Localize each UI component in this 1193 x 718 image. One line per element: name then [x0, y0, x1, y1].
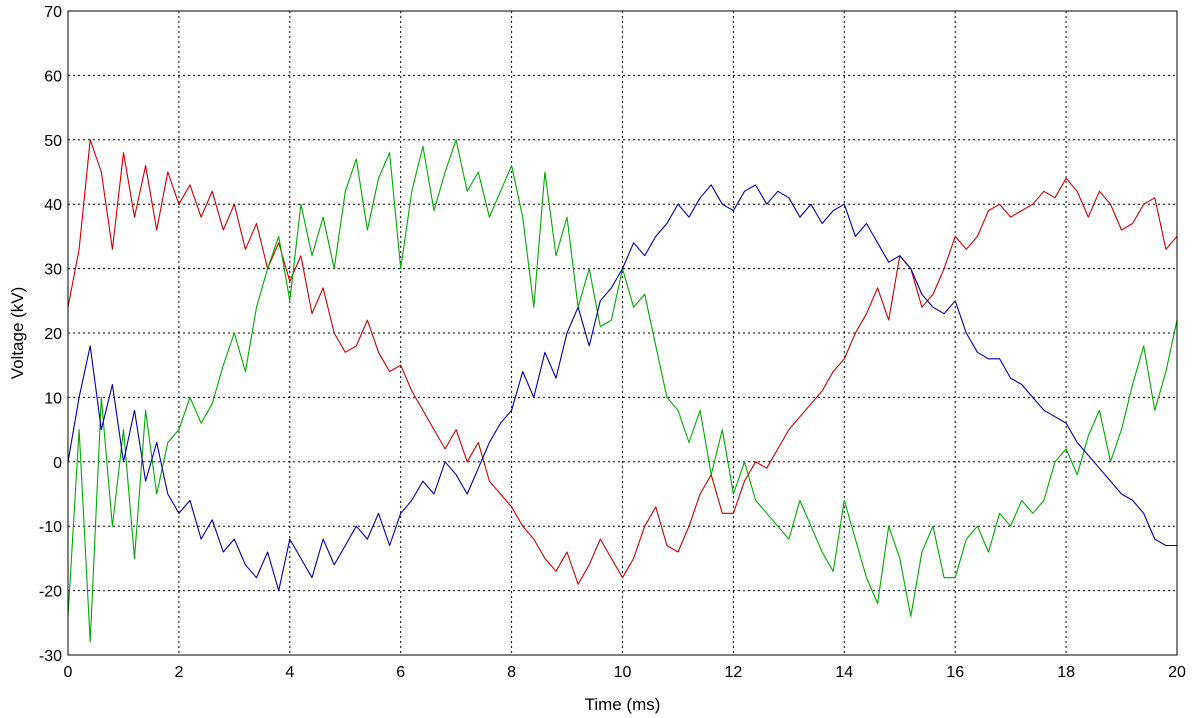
x-tick-label: 18: [1057, 664, 1075, 681]
y-tick-label: -30: [39, 648, 62, 665]
x-tick-label: 6: [396, 664, 405, 681]
x-tick-label: 8: [507, 664, 516, 681]
plot-frame: [67, 10, 1178, 656]
y-tick-label: 50: [44, 133, 62, 150]
y-tick-label: 70: [44, 4, 62, 21]
y-tick-label: 30: [44, 262, 62, 279]
y-axis-ticks: -30 -20 -10 0 10 20 30 40 50 60 70: [39, 4, 62, 665]
x-tick-label: 4: [285, 664, 294, 681]
x-tick-label: 0: [64, 664, 73, 681]
x-tick-label: 10: [614, 664, 632, 681]
x-axis-title: Time (ms): [585, 695, 661, 714]
x-axis-ticks: 0 2 4 6 8 10 12 14 16 18 20: [64, 664, 1186, 681]
series-line-1: [67, 139, 1178, 585]
y-axis-title: Voltage (kV): [8, 287, 27, 380]
x-tick-label: 12: [725, 664, 743, 681]
y-tick-label: -10: [39, 519, 62, 536]
grid: [68, 11, 1177, 655]
y-tick-label: 60: [44, 68, 62, 85]
y-tick-label: 10: [44, 390, 62, 407]
y-tick-label: -20: [39, 584, 62, 601]
x-tick-label: 20: [1168, 664, 1186, 681]
x-tick-label: 16: [946, 664, 964, 681]
series-line-3: [67, 184, 1177, 592]
x-tick-label: 14: [835, 664, 853, 681]
y-tick-label: 40: [44, 197, 62, 214]
series-layer: [67, 139, 1178, 643]
x-tick-label: 2: [174, 664, 183, 681]
y-tick-label: 20: [44, 326, 62, 343]
y-tick-label: 0: [53, 455, 62, 472]
